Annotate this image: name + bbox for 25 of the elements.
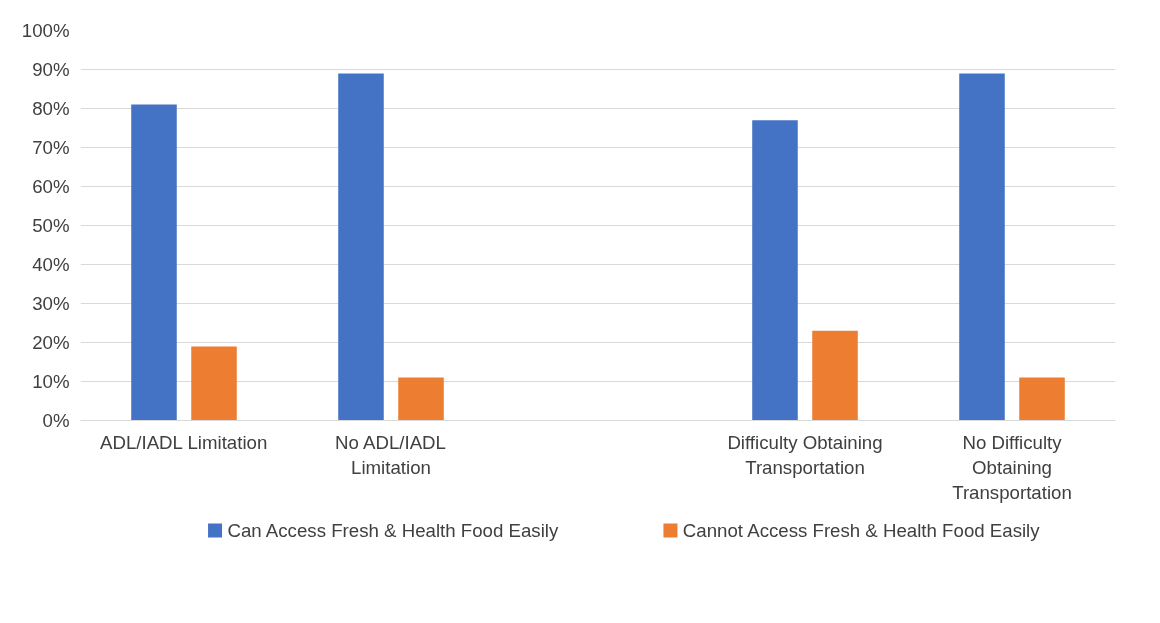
y-tick-label: 100%	[21, 20, 70, 41]
x-tick-label: No Difficulty Obtaining Transportation	[952, 431, 1072, 503]
y-tick-label: 90%	[32, 59, 70, 80]
bar	[398, 377, 444, 421]
y-tick-label: 70%	[32, 137, 70, 158]
y-tick-label: 50%	[32, 215, 70, 236]
bar	[191, 346, 237, 421]
bar	[959, 73, 1005, 421]
bar	[812, 330, 858, 421]
y-tick-label: 40%	[32, 254, 70, 275]
y-tick-label: 20%	[32, 332, 70, 353]
bar	[338, 73, 384, 421]
bar	[752, 120, 798, 421]
x-tick-label: ADL/IADL Limitation	[100, 431, 268, 453]
x-tick-label: No ADL/IADL Limitation	[335, 431, 446, 478]
y-tick-label: 30%	[32, 293, 70, 314]
y-tick-label: 10%	[32, 371, 70, 392]
y-tick-label: 60%	[32, 176, 70, 197]
legend-label: Cannot Access Fresh & Health Food Easily	[682, 520, 1041, 541]
bar	[1019, 377, 1065, 421]
x-tick-label: Difficulty Obtaining Transportation	[727, 431, 883, 478]
y-tick-label: 80%	[32, 98, 70, 119]
bar	[131, 104, 177, 421]
legend-label: Can Access Fresh & Health Food Easily	[227, 520, 559, 541]
y-tick-label: 0%	[42, 410, 70, 431]
